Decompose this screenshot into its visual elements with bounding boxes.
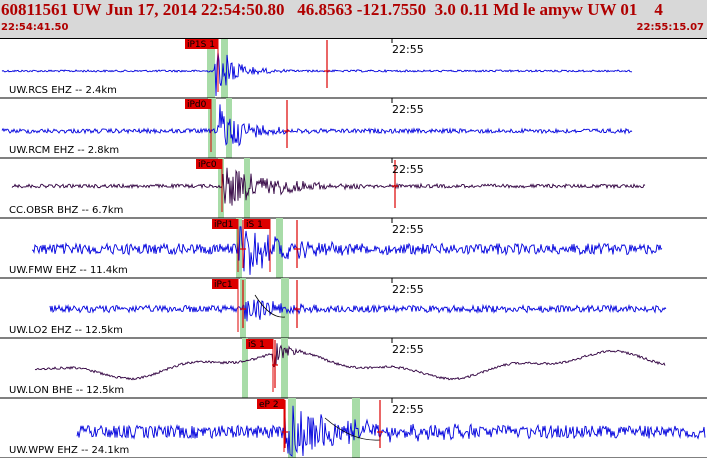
trace-row[interactable]: iP1S 1 22:55 UW.RCS EHZ -- 2.4km (0, 38, 707, 99)
minute-label: 22:55 (392, 103, 424, 116)
analysis-window (207, 38, 215, 98)
waveform (34, 343, 666, 381)
station-label: UW.LON BHE -- 12.5km (9, 385, 124, 396)
pick-label-box[interactable] (185, 99, 211, 109)
window-start-time: 22:54:41.50 (1, 22, 69, 33)
pick-label[interactable]: iS 1 (248, 340, 265, 350)
station-label: UW.FMW EHZ -- 11.4km (9, 265, 128, 276)
waveform (11, 167, 646, 206)
trace-row[interactable]: iPc1 22:55 UW.LO2 EHZ -- 12.5km (0, 278, 707, 339)
pick-label[interactable]: iPd1 (214, 220, 233, 230)
waveform (31, 226, 663, 275)
minute-label: 22:55 (392, 343, 424, 356)
pick-label-box[interactable] (212, 219, 238, 229)
analysis-window (281, 338, 288, 398)
trace-row[interactable]: iS 1 22:55 UW.LON BHE -- 12.5km (0, 338, 707, 399)
minute-label: 22:55 (392, 223, 424, 236)
event-title: 60811561 UW Jun 17, 2014 22:54:50.80 46.… (1, 0, 663, 19)
pick-label-box[interactable] (212, 279, 238, 289)
analysis-window (221, 38, 228, 98)
analysis-window (218, 158, 224, 218)
seismogram-panel[interactable]: iP1S 1 22:55 UW.RCS EHZ -- 2.4km iPd0 22:55 U… (0, 38, 707, 458)
event-header: 60811561 UW Jun 17, 2014 22:54:50.80 46.… (0, 0, 707, 38)
pick-label[interactable]: iPd0 (187, 100, 207, 110)
analysis-window (242, 338, 248, 398)
waveform (1, 104, 633, 147)
analysis-window (288, 398, 296, 458)
trace-row[interactable]: iPd0 22:55 UW.RCM EHZ -- 2.8km (0, 98, 707, 159)
trace-row[interactable]: iPc0 22:55 CC.OBSR BHZ -- 6.7km (0, 158, 707, 219)
waveform (1, 51, 633, 97)
pick-label-box[interactable] (246, 339, 273, 349)
pick-label[interactable]: eP 2 (259, 400, 279, 410)
pick-label-box[interactable] (244, 219, 270, 229)
minute-label: 22:55 (392, 163, 424, 176)
arrival-curve (254, 294, 286, 318)
analysis-window (226, 98, 232, 158)
minute-label: 22:55 (392, 403, 424, 416)
station-label: UW.LO2 EHZ -- 12.5km (9, 325, 123, 336)
trace-row[interactable]: eP 2 22:55 UW.WPW EHZ -- 24.1km (0, 398, 707, 458)
arrival-curve (324, 417, 381, 441)
pick-label[interactable]: iPc1 (214, 280, 233, 290)
analysis-window (244, 158, 250, 218)
station-label: UW.RCM EHZ -- 2.8km (9, 145, 119, 156)
analysis-window (208, 98, 216, 158)
trace-row[interactable]: iPd1 iS 1 22:55 UW.FMW EHZ -- 11.4km (0, 218, 707, 279)
minute-label: 22:55 (392, 283, 424, 296)
window-end-time: 22:55:15.07 (636, 22, 704, 33)
station-label: UW.RCS EHZ -- 2.4km (9, 85, 117, 96)
pick-label-box[interactable] (196, 159, 222, 169)
pick-label[interactable]: iP1S 1 (187, 40, 215, 50)
station-label: CC.OBSR BHZ -- 6.7km (9, 205, 123, 216)
pick-label-box[interactable] (257, 399, 284, 409)
waveform (76, 405, 706, 457)
waveform (49, 299, 667, 322)
pick-label[interactable]: iS 1 (246, 220, 263, 230)
minute-label: 22:55 (392, 43, 424, 56)
station-label: UW.WPW EHZ -- 24.1km (9, 445, 129, 456)
pick-label[interactable]: iPc0 (198, 160, 217, 170)
pick-label-box[interactable] (185, 39, 218, 49)
